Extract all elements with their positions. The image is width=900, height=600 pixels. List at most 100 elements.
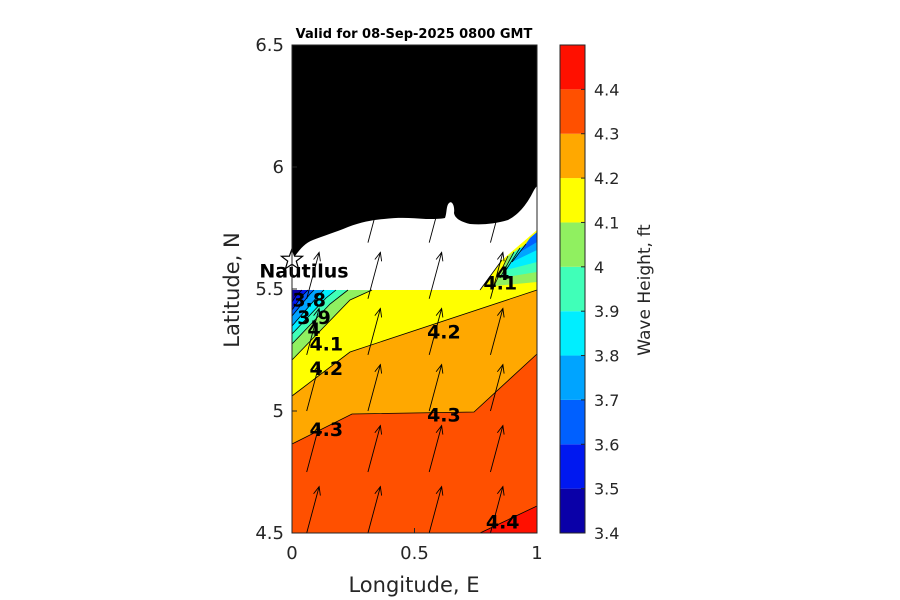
plot-area bbox=[291, 45, 538, 534]
colorbar-tick-label: 3.5 bbox=[594, 480, 619, 499]
x-axis-label: Longitude, E bbox=[348, 573, 479, 597]
colorbar: 3.4 3.5 3.6 3.7 3.8 3.9 4 4.1 4.2 4.3 4.4 bbox=[559, 44, 619, 543]
chart-title: Valid for 08-Sep-2025 0800 GMT bbox=[296, 27, 533, 42]
colorbar-tick-label: 4.2 bbox=[594, 169, 619, 188]
x-tick-label: 0 bbox=[286, 543, 297, 564]
contour-line bbox=[291, 289, 309, 311]
axes: 0 0.5 1 4.5 5 5.5 6 6.5 bbox=[255, 35, 542, 564]
contour-line bbox=[493, 255, 509, 287]
colorbar-tick-label: 4.4 bbox=[594, 80, 619, 99]
wave-vector bbox=[428, 252, 443, 299]
colorbar-swatch bbox=[560, 222, 585, 267]
wave-vector bbox=[367, 308, 381, 355]
wave-vector bbox=[428, 196, 443, 243]
wave-vector-head bbox=[496, 363, 505, 374]
wave-vector-head bbox=[313, 307, 321, 318]
contour-line bbox=[291, 353, 538, 445]
wave-vector-head bbox=[435, 251, 444, 262]
band-3-5 bbox=[292, 290, 308, 310]
wave-vector bbox=[306, 308, 320, 355]
colorbar-swatch bbox=[560, 89, 585, 134]
wave-vector bbox=[306, 486, 320, 534]
contour-line bbox=[291, 289, 303, 303]
x-tick-label: 1 bbox=[531, 543, 542, 564]
y-tick-label: 5.5 bbox=[255, 279, 284, 300]
wave-vector bbox=[490, 364, 504, 412]
wave-vector bbox=[367, 425, 381, 473]
colorbar-tick-label: 3.9 bbox=[594, 302, 619, 321]
colorbar-swatch bbox=[560, 133, 585, 179]
band-4-0 bbox=[292, 290, 372, 360]
contour-line bbox=[291, 289, 325, 327]
contour-line bbox=[291, 289, 373, 361]
wave-vector bbox=[490, 486, 504, 534]
wave-vector bbox=[428, 486, 443, 534]
band-3-4 bbox=[292, 290, 302, 302]
band-4-1 bbox=[292, 290, 537, 396]
contour-label: 4.1 bbox=[483, 273, 517, 295]
band-3-7 bbox=[292, 290, 324, 326]
wave-vector-head bbox=[313, 363, 321, 374]
colorbar-tick-label: 3.6 bbox=[594, 435, 619, 454]
contour-line bbox=[291, 289, 337, 335]
contour-label: 4.2 bbox=[309, 358, 343, 380]
wave-vector bbox=[428, 425, 443, 473]
colorbar-label: Wave Height, ft bbox=[635, 224, 655, 356]
wave-vector bbox=[490, 196, 504, 243]
y-tick-label: 6 bbox=[273, 157, 284, 178]
wave-vector bbox=[367, 196, 381, 243]
contour-label: 4.1 bbox=[309, 334, 343, 356]
wave-vector bbox=[306, 364, 320, 412]
wave-vector-head bbox=[435, 363, 444, 374]
colorbar-swatch bbox=[560, 488, 585, 533]
contour-label: 4 bbox=[496, 263, 509, 285]
colorbar-swatch bbox=[560, 266, 585, 312]
wave-vector bbox=[428, 308, 443, 355]
contour-line bbox=[511, 243, 527, 263]
contour-line bbox=[291, 289, 315, 317]
band-4-3 bbox=[292, 354, 537, 533]
contour-label: 3.9 bbox=[297, 307, 331, 329]
wave-vector-head bbox=[435, 485, 444, 496]
contour-line bbox=[291, 289, 538, 397]
colorbar-swatch bbox=[560, 311, 585, 356]
contour-line bbox=[479, 259, 503, 291]
contour-line bbox=[505, 247, 521, 271]
wave-vector bbox=[367, 364, 381, 412]
colorbar-swatch bbox=[560, 444, 585, 489]
contour-label: 4.2 bbox=[427, 321, 461, 343]
wave-vector-head bbox=[374, 307, 383, 318]
wave-vector-head bbox=[496, 424, 505, 435]
colorbar-swatch bbox=[560, 399, 585, 445]
wave-vector bbox=[367, 252, 381, 299]
wave-vector-head bbox=[435, 424, 444, 435]
contour-label: 4.4 bbox=[486, 512, 520, 534]
wave-vector-head bbox=[374, 363, 383, 374]
wave-vector-head bbox=[496, 307, 505, 318]
wave-vector-head bbox=[435, 195, 444, 206]
y-tick-label: 5 bbox=[273, 401, 284, 422]
wave-vector-head bbox=[435, 307, 444, 318]
band-3-6-east bbox=[520, 232, 537, 252]
wave-vector-head bbox=[374, 195, 383, 206]
y-tick-label: 6.5 bbox=[255, 35, 284, 56]
wave-vector bbox=[306, 425, 320, 473]
colorbar-tick-label: 4 bbox=[594, 258, 604, 277]
contour-line bbox=[291, 289, 349, 345]
y-axis-label: Latitude, N bbox=[220, 232, 244, 348]
x-tick-label: 0.5 bbox=[400, 543, 429, 564]
colorbar-tick-label: 3.4 bbox=[594, 524, 619, 543]
contour-label: 4.3 bbox=[309, 419, 343, 441]
wave-vector-head bbox=[374, 424, 383, 435]
contour-label: 4.3 bbox=[427, 404, 461, 426]
y-tick-label: 4.5 bbox=[255, 523, 284, 544]
colorbar-swatch bbox=[560, 178, 585, 223]
contour-line bbox=[499, 251, 515, 279]
contour-line bbox=[479, 505, 538, 534]
wave-vector-head bbox=[374, 485, 383, 496]
colorbar-tick-label: 4.1 bbox=[594, 213, 619, 232]
wave-vector bbox=[490, 252, 504, 299]
wave-vector-head bbox=[313, 424, 321, 435]
colorbar-swatch bbox=[560, 45, 585, 90]
